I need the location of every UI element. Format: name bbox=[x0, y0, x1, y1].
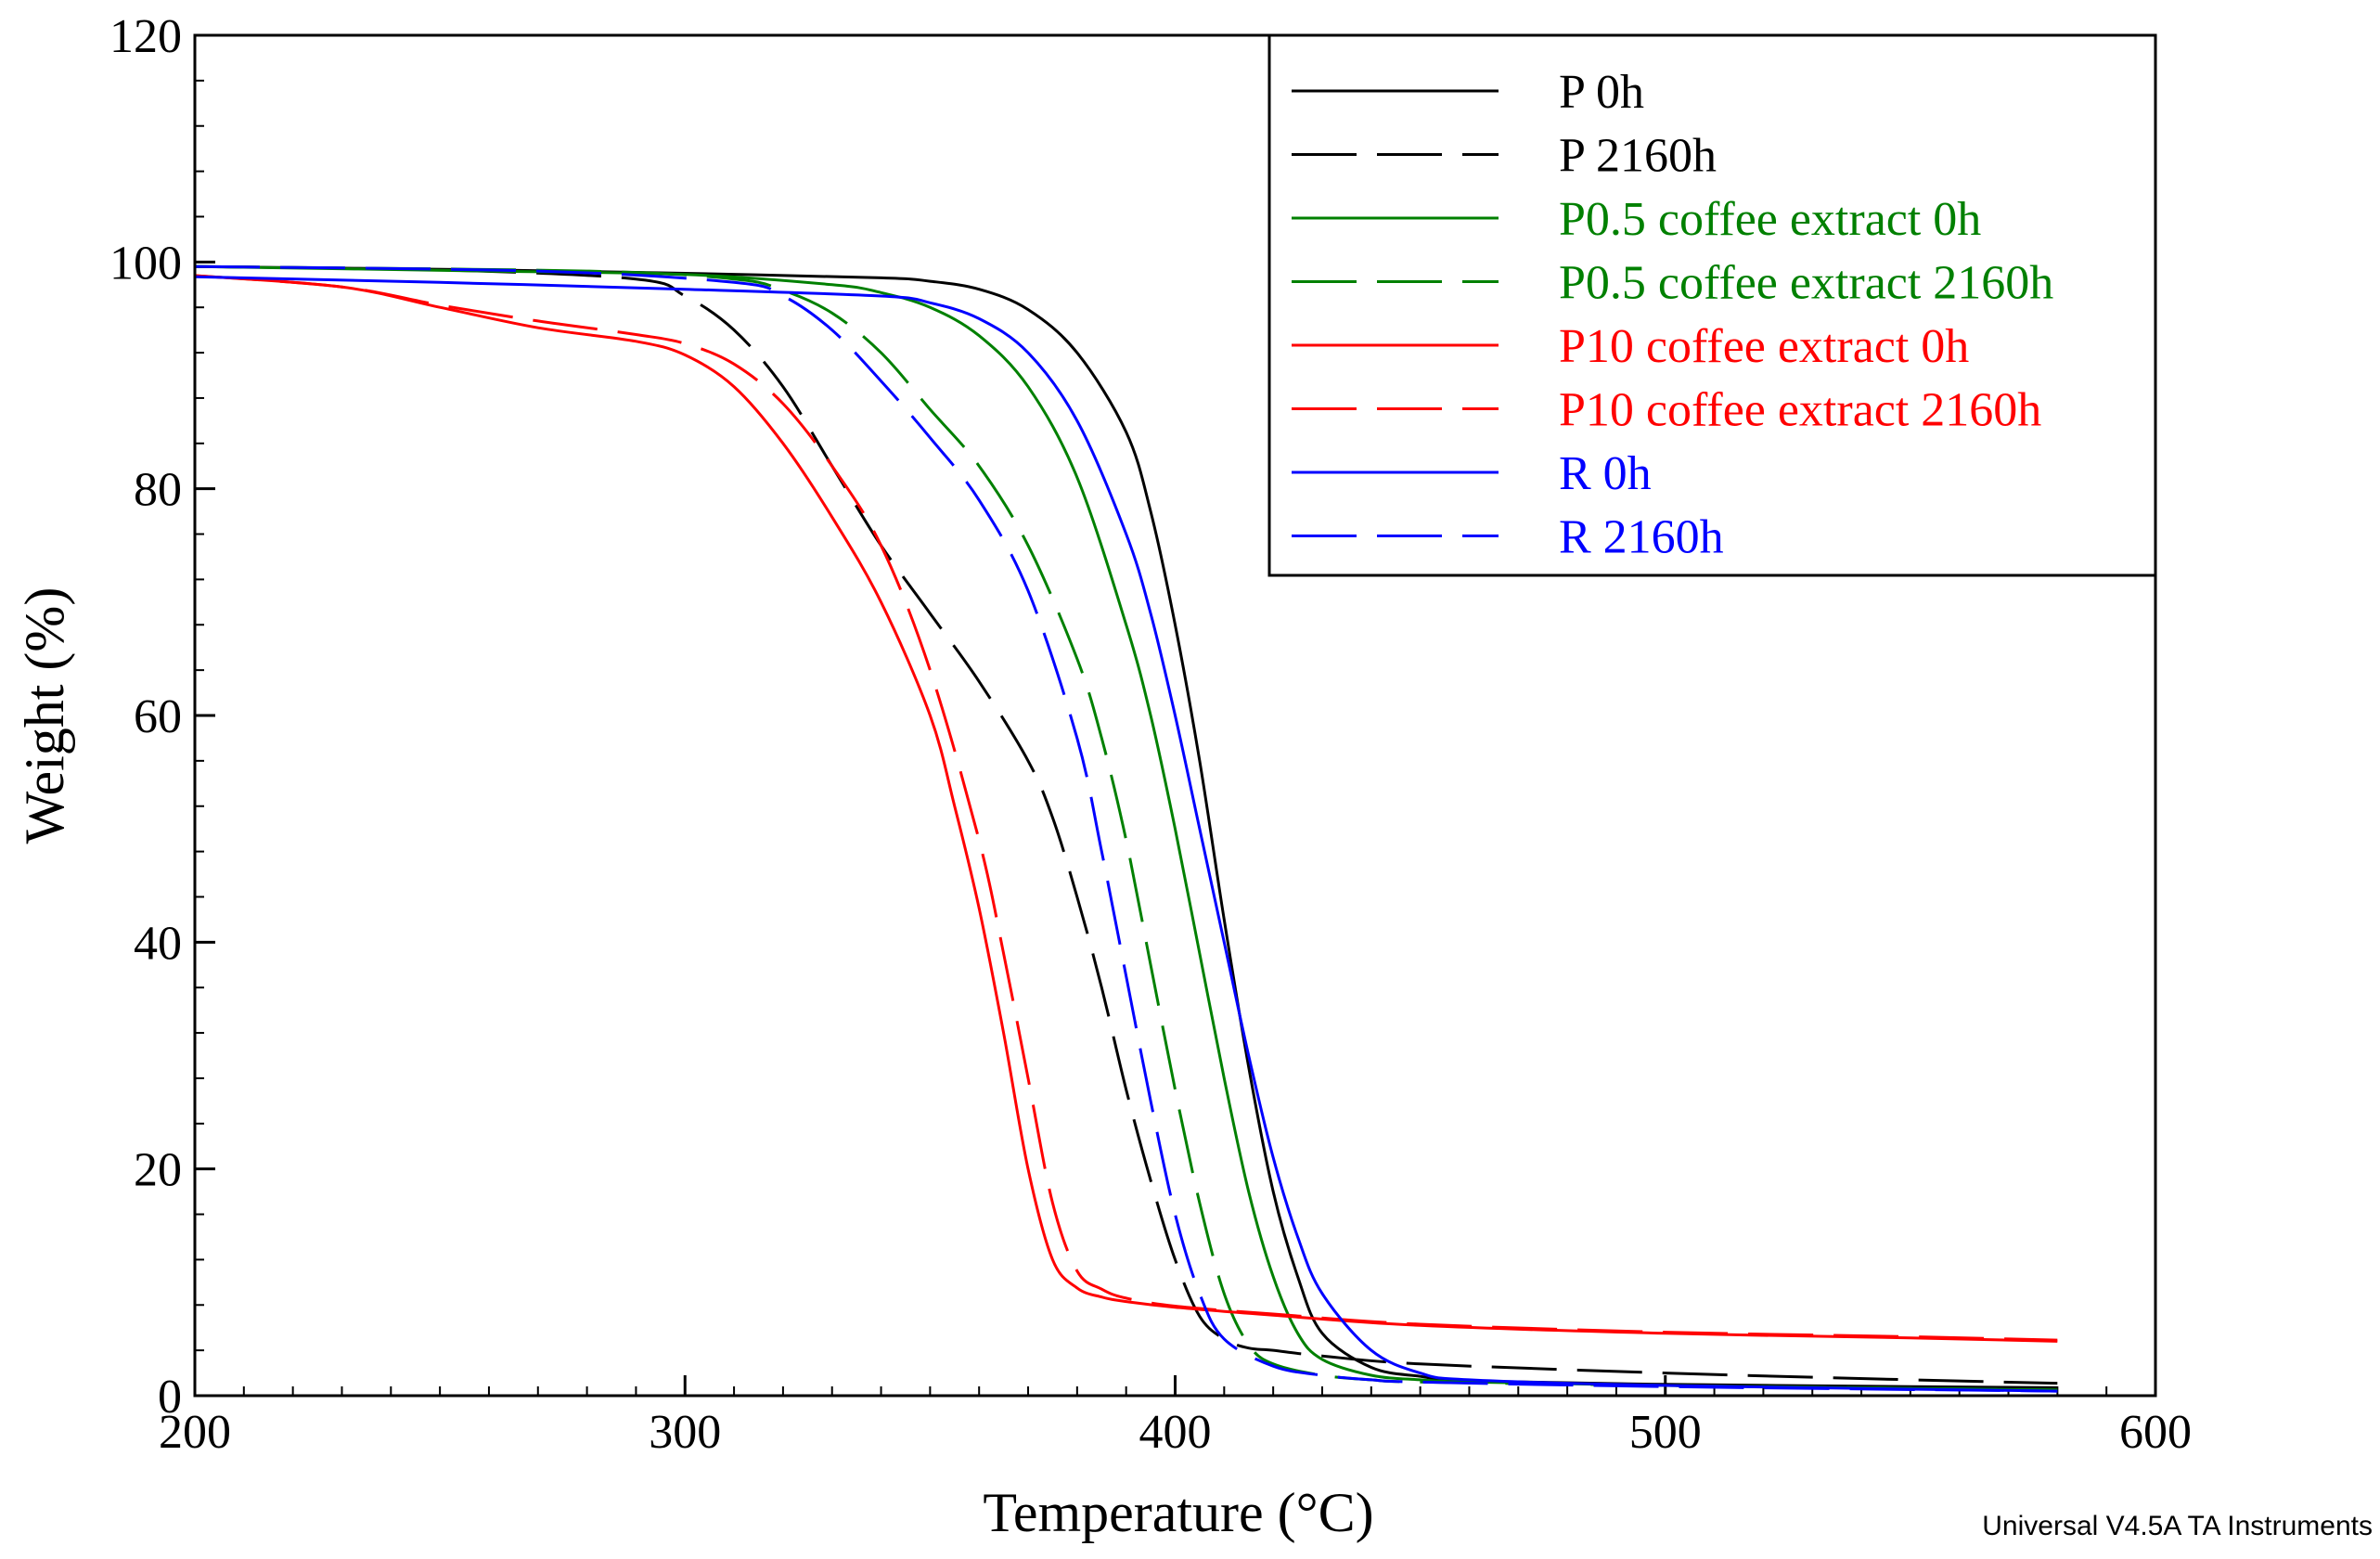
minor-ticks bbox=[195, 79, 2108, 1396]
legend-label-p10-coffee-extract-2160h: P10 coffee extract 2160h bbox=[1559, 384, 2041, 437]
x-axis-title: Temperature (°C) bbox=[983, 1482, 1373, 1543]
series-line-r-0h bbox=[194, 275, 2058, 1393]
y-tick-label-80: 80 bbox=[134, 464, 182, 517]
series-line-r-2160h bbox=[194, 264, 2058, 1393]
series-line-p10-coffee-extract-2160h bbox=[194, 274, 2058, 1342]
legend-label-p-0h: P 0h bbox=[1559, 66, 1644, 119]
y-axis-ticks: 0 20 40 60 80 100 120 bbox=[109, 10, 215, 1424]
y-tick-label-40: 40 bbox=[134, 917, 182, 970]
series-line-p-2160h bbox=[194, 264, 2058, 1385]
legend-label-p10-coffee-extract-0h: P10 coffee extract 0h bbox=[1559, 320, 1969, 373]
legend-label-p0-5-coffee-extract-2160h: P0.5 coffee extract 2160h bbox=[1559, 257, 2053, 310]
legend: P 0h P 2160h P0.5 coffee extract 0h P0.5 co… bbox=[1267, 33, 2157, 577]
y-tick-label-120: 120 bbox=[109, 10, 182, 63]
x-axis-ticks: 200 300 400 500 600 bbox=[159, 1375, 2192, 1459]
x-tick-label-400: 400 bbox=[1139, 1406, 1212, 1459]
x-tick-label-300: 300 bbox=[649, 1406, 721, 1459]
y-axis-title: Weight (%) bbox=[14, 587, 75, 844]
legend-box bbox=[1267, 33, 2157, 577]
x-tick-label-600: 600 bbox=[2119, 1406, 2192, 1459]
x-tick-label-500: 500 bbox=[1629, 1406, 1702, 1459]
y-tick-label-20: 20 bbox=[134, 1144, 182, 1197]
series-layer bbox=[194, 264, 2058, 1393]
instrument-footer: Universal V4.5A TA Instruments bbox=[1982, 1511, 2373, 1541]
x-tick-label-200: 200 bbox=[159, 1406, 231, 1459]
y-tick-label-100: 100 bbox=[109, 237, 182, 290]
plot-frame bbox=[193, 33, 2157, 1398]
y-tick-label-0: 0 bbox=[158, 1371, 182, 1424]
y-tick-label-60: 60 bbox=[134, 690, 182, 743]
legend-label-r-2160h: R 2160h bbox=[1559, 511, 1724, 564]
series-line-p0-5-coffee-extract-0h bbox=[194, 264, 2058, 1392]
legend-label-r-0h: R 0h bbox=[1559, 447, 1652, 500]
legend-label-p0-5-coffee-extract-0h: P0.5 coffee extract 0h bbox=[1559, 193, 1981, 246]
legend-label-p-2160h: P 2160h bbox=[1559, 130, 1717, 183]
